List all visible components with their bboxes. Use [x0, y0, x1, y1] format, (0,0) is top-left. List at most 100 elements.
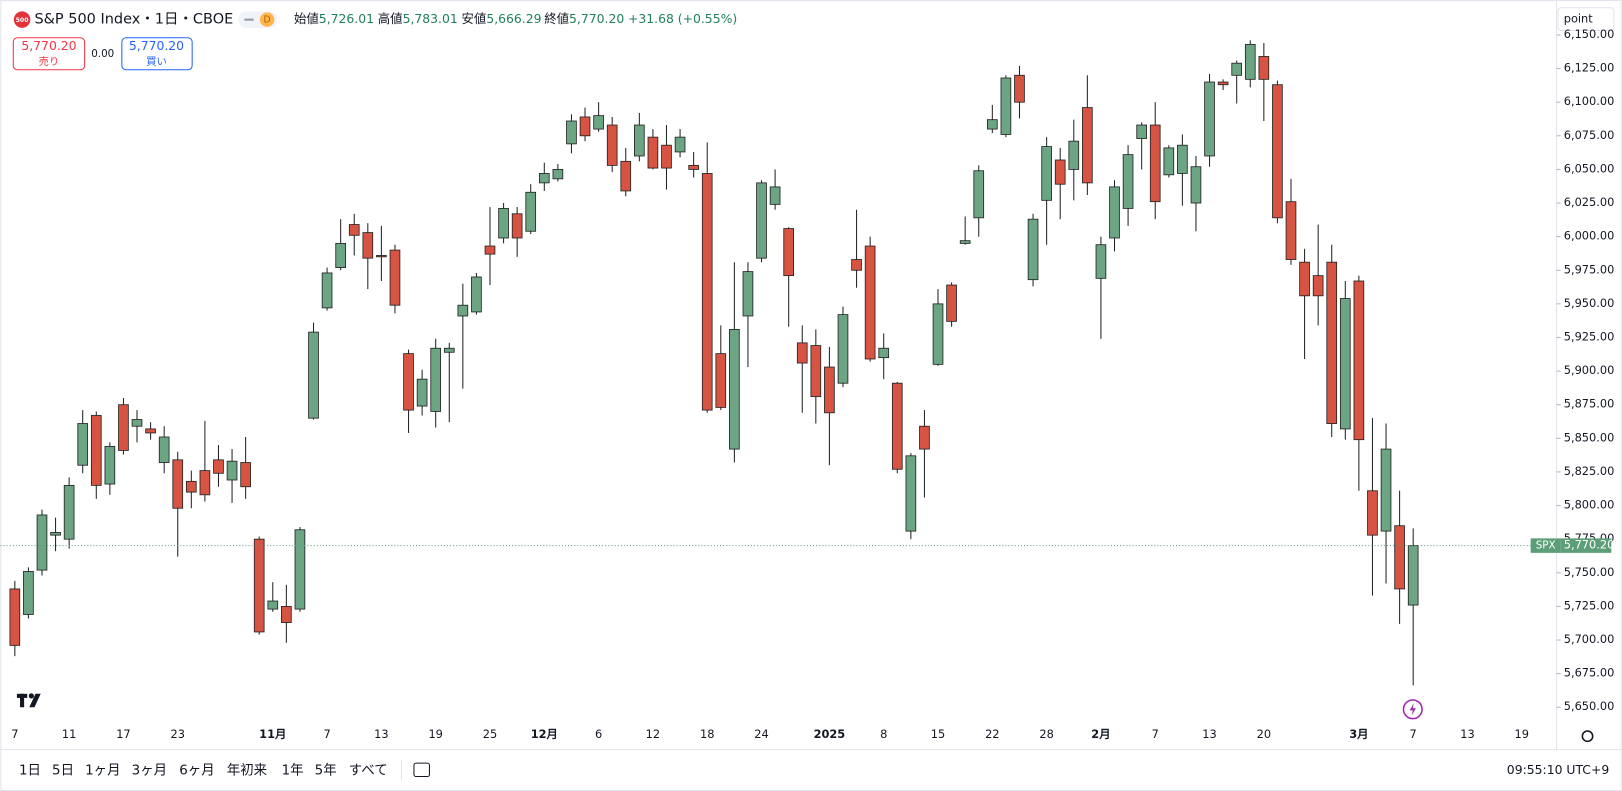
- candle-body: [1217, 81, 1229, 86]
- sell-button[interactable]: [12, 37, 86, 71]
- x-tick-label: 13: [1202, 727, 1216, 741]
- candle-body: [1339, 298, 1351, 430]
- logo: [16, 693, 41, 708]
- candle-body: [946, 284, 957, 322]
- candle-body: [1041, 146, 1052, 201]
- range-button[interactable]: 6ヶ月: [179, 763, 214, 778]
- candle-body: [973, 170, 985, 219]
- calendar-icon[interactable]: [413, 762, 430, 778]
- candle-body: [457, 304, 469, 317]
- scale-button[interactable]: [1557, 7, 1615, 32]
- x-tick-label: 23: [171, 727, 185, 741]
- candle-body: [253, 538, 265, 633]
- range-button[interactable]: 年初来: [227, 762, 267, 778]
- badge-dot: [259, 12, 275, 27]
- candle-body: [701, 173, 713, 411]
- candle-body: [715, 353, 727, 408]
- settings-icon[interactable]: [1581, 730, 1594, 743]
- candle-body: [579, 116, 591, 137]
- range-button[interactable]: 3ヶ月: [132, 763, 167, 778]
- x-tick-label: 6: [595, 727, 602, 741]
- candle-body: [1204, 81, 1215, 157]
- y-tick-label: 5,650.00: [1564, 699, 1615, 713]
- candle-body: [606, 124, 618, 166]
- candle-body: [538, 173, 550, 184]
- x-tick-label: 11: [62, 727, 76, 741]
- y-tick-label: 5,950.00: [1564, 296, 1615, 310]
- buy-label[interactable]: 買い: [146, 56, 167, 68]
- sell-label[interactable]: 売り: [39, 55, 60, 68]
- candle-body: [674, 136, 686, 153]
- x-tick-label: 19: [1515, 727, 1529, 741]
- candle-body: [1136, 124, 1147, 139]
- candle-body: [864, 245, 876, 360]
- range-button[interactable]: 1年: [282, 762, 304, 778]
- x-tick-label: 12月: [531, 727, 558, 741]
- x-tick-label: 25: [483, 727, 497, 741]
- y-tick-label: 5,925.00: [1564, 329, 1615, 343]
- ohlc-value: 5,666.29: [486, 11, 541, 26]
- candle-body: [1068, 140, 1080, 170]
- x-tick-label: 18: [700, 727, 714, 741]
- range-button[interactable]: 1ヶ月: [85, 763, 120, 778]
- candle-body: [158, 436, 170, 463]
- range-bar: 1日 5日 1ヶ月 3ヶ月 6ヶ月 年初来 1年 5年 すべて: [19, 762, 388, 778]
- y-tick-label: 5,750.00: [1564, 565, 1615, 579]
- symbol-icon: [13, 11, 31, 28]
- candle-body: [688, 164, 699, 170]
- candle-body: [1258, 56, 1270, 80]
- x-tick-label: 2025: [814, 727, 846, 741]
- y-tick-label: 5,975.00: [1564, 262, 1615, 276]
- event-bolt: [1409, 703, 1416, 716]
- price-tag-symbol-bg: [1530, 538, 1561, 553]
- y-tick-label: 6,150.00: [1564, 27, 1615, 41]
- candle-body: [376, 255, 387, 258]
- buy-price[interactable]: 5,770.20: [129, 38, 184, 53]
- range-button[interactable]: 1日: [19, 763, 41, 778]
- y-tick-label: 6,075.00: [1564, 128, 1615, 142]
- price-tag-value: 5,770.20: [1564, 538, 1615, 552]
- range-button[interactable]: 5年: [315, 762, 337, 778]
- scale-mode[interactable]: point: [1564, 12, 1594, 26]
- y-tick-label: 5,700.00: [1564, 632, 1615, 646]
- chart-title: S&P 500 Index・1日・CBOE: [34, 12, 233, 28]
- candle-body: [566, 120, 577, 145]
- ohlc-label: 安値: [462, 11, 487, 26]
- candle-body: [1312, 275, 1324, 297]
- y-tick-label: 5,675.00: [1564, 666, 1615, 680]
- candle-body: [416, 378, 428, 407]
- sell-price[interactable]: 5,770.20: [21, 38, 76, 53]
- x-tick-label: 12: [646, 727, 660, 741]
- range-button[interactable]: 5日: [52, 763, 74, 778]
- candle-body: [104, 445, 116, 485]
- candle-body: [756, 182, 767, 259]
- candle-body: [267, 600, 279, 610]
- candle-body: [1299, 261, 1310, 297]
- ohlc-value: 5,726.01: [319, 11, 374, 26]
- candle-body: [959, 240, 971, 244]
- candle-body: [783, 228, 795, 277]
- x-tick-label: 15: [931, 727, 945, 741]
- buy-button[interactable]: [121, 37, 193, 71]
- x-tick-label: 13: [1460, 727, 1474, 741]
- candle-body: [1000, 77, 1012, 135]
- candle-body: [1231, 62, 1243, 76]
- y-tick-label: 6,050.00: [1564, 161, 1615, 175]
- y-tick-label: 5,825.00: [1564, 464, 1615, 478]
- candle-body: [23, 571, 34, 615]
- candle-body: [131, 419, 143, 427]
- candle-body: [729, 329, 740, 450]
- candle-body: [1122, 154, 1134, 209]
- range-button[interactable]: すべて: [349, 762, 388, 778]
- candle-body: [226, 460, 238, 481]
- candle-body: [769, 186, 781, 205]
- symbol-icon-text: 500: [16, 17, 30, 24]
- y-tick-label: 5,725.00: [1564, 598, 1615, 612]
- candle-body: [986, 119, 998, 130]
- event-icon[interactable]: [1402, 699, 1423, 720]
- y-tick-label: 6,125.00: [1564, 61, 1615, 75]
- candle-body: [443, 347, 455, 353]
- candle-body: [1367, 490, 1378, 536]
- candle-body: [1272, 84, 1283, 219]
- candle-body: [240, 462, 251, 488]
